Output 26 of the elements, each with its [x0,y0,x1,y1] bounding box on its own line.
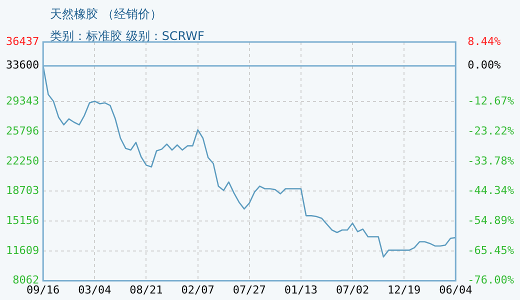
x-tick-label: 07/27 [232,283,266,296]
y2-tick-label: -65.45% [468,244,514,257]
x-tick-label: 01/13 [284,283,318,296]
y-tick-label: 18703 [6,184,40,198]
chart-title: 天然橡胶 （经销价） [50,6,162,23]
y-tick-label: 33600 [6,58,40,72]
y-tick-label: 36437 [6,34,40,48]
x-tick-label: 08/21 [130,283,163,296]
y-tick-label: 22250 [6,154,40,168]
y2-tick-label: -44.34% [468,184,514,198]
x-tick-label: 12/19 [388,283,421,296]
y-tick-label: 29343 [6,94,40,108]
y-tick-label: 11609 [6,244,40,257]
y2-tick-label: 0.00% [468,58,502,72]
y2-tick-label: -33.78% [468,154,514,168]
y2-tick-label: -12.67% [468,94,514,108]
x-tick-label: 03/04 [78,283,112,296]
y2-tick-label: -54.89% [468,214,514,227]
x-tick-label: 07/02 [336,283,370,296]
chart-subtitle: 类别：标准胶 级别：SCRWF [50,28,204,45]
y-tick-label: 25796 [6,124,40,138]
y2-tick-label: -23.22% [468,124,514,138]
x-tick-label: 09/16 [26,283,60,296]
y2-tick-label: 8.44% [468,34,502,48]
y-tick-label: 15156 [6,214,40,227]
x-tick-label: 02/07 [181,283,214,296]
